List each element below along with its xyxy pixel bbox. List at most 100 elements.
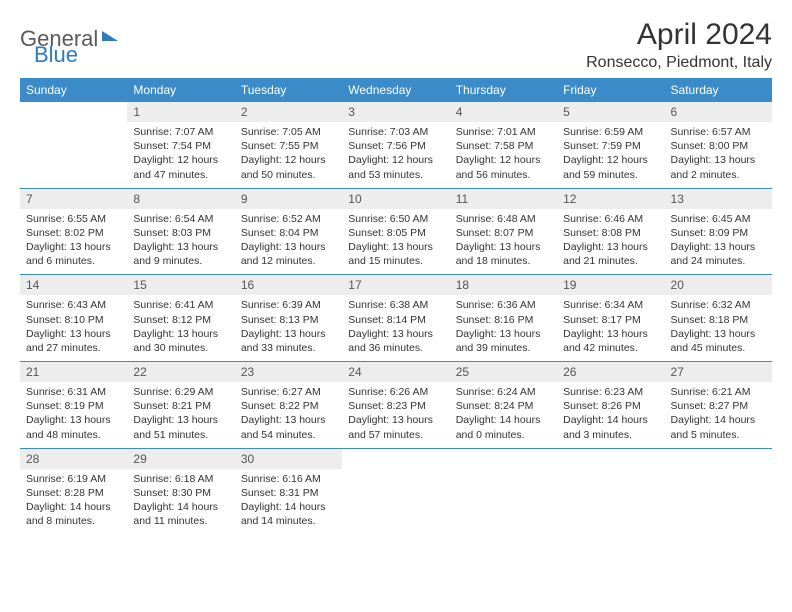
day-number (342, 449, 449, 455)
calendar-week-row: 1Sunrise: 7:07 AMSunset: 7:54 PMDaylight… (20, 102, 772, 188)
daylight-text: Daylight: 14 hours and 0 minutes. (456, 413, 551, 441)
daylight-text: Daylight: 13 hours and 21 minutes. (563, 240, 658, 268)
day-number: 21 (20, 362, 127, 382)
sunrise-text: Sunrise: 6:31 AM (26, 385, 121, 399)
daylight-text: Daylight: 13 hours and 30 minutes. (133, 327, 228, 355)
sunset-text: Sunset: 8:10 PM (26, 313, 121, 327)
calendar-cell: 5Sunrise: 6:59 AMSunset: 7:59 PMDaylight… (557, 102, 664, 188)
calendar-cell: 28Sunrise: 6:19 AMSunset: 8:28 PMDayligh… (20, 448, 127, 534)
day-details: Sunrise: 6:55 AMSunset: 8:02 PMDaylight:… (20, 209, 127, 275)
daylight-text: Daylight: 13 hours and 9 minutes. (133, 240, 228, 268)
daylight-text: Daylight: 14 hours and 8 minutes. (26, 500, 121, 528)
weekday-header: Monday (127, 78, 234, 102)
day-details: Sunrise: 6:59 AMSunset: 7:59 PMDaylight:… (557, 122, 664, 188)
calendar-cell: 2Sunrise: 7:05 AMSunset: 7:55 PMDaylight… (235, 102, 342, 188)
calendar-cell (20, 102, 127, 188)
day-number: 2 (235, 102, 342, 122)
calendar-cell: 10Sunrise: 6:50 AMSunset: 8:05 PMDayligh… (342, 188, 449, 275)
day-details: Sunrise: 7:03 AMSunset: 7:56 PMDaylight:… (342, 122, 449, 188)
sunset-text: Sunset: 7:58 PM (456, 139, 551, 153)
calendar-cell: 21Sunrise: 6:31 AMSunset: 8:19 PMDayligh… (20, 362, 127, 449)
day-number: 26 (557, 362, 664, 382)
sunrise-text: Sunrise: 6:18 AM (133, 472, 228, 486)
daylight-text: Daylight: 13 hours and 48 minutes. (26, 413, 121, 441)
sunrise-text: Sunrise: 6:36 AM (456, 298, 551, 312)
calendar-cell: 30Sunrise: 6:16 AMSunset: 8:31 PMDayligh… (235, 448, 342, 534)
sunset-text: Sunset: 8:22 PM (241, 399, 336, 413)
calendar-cell: 4Sunrise: 7:01 AMSunset: 7:58 PMDaylight… (450, 102, 557, 188)
daylight-text: Daylight: 12 hours and 50 minutes. (241, 153, 336, 181)
calendar-body: 1Sunrise: 7:07 AMSunset: 7:54 PMDaylight… (20, 102, 772, 534)
calendar-cell: 12Sunrise: 6:46 AMSunset: 8:08 PMDayligh… (557, 188, 664, 275)
calendar-cell: 23Sunrise: 6:27 AMSunset: 8:22 PMDayligh… (235, 362, 342, 449)
day-number: 30 (235, 449, 342, 469)
calendar-cell: 19Sunrise: 6:34 AMSunset: 8:17 PMDayligh… (557, 275, 664, 362)
sunset-text: Sunset: 8:08 PM (563, 226, 658, 240)
sunrise-text: Sunrise: 6:34 AM (563, 298, 658, 312)
daylight-text: Daylight: 13 hours and 51 minutes. (133, 413, 228, 441)
daylight-text: Daylight: 14 hours and 3 minutes. (563, 413, 658, 441)
sunrise-text: Sunrise: 7:05 AM (241, 125, 336, 139)
calendar-cell: 3Sunrise: 7:03 AMSunset: 7:56 PMDaylight… (342, 102, 449, 188)
calendar-table: SundayMondayTuesdayWednesdayThursdayFrid… (20, 78, 772, 534)
calendar-week-row: 28Sunrise: 6:19 AMSunset: 8:28 PMDayligh… (20, 448, 772, 534)
sunset-text: Sunset: 7:54 PM (133, 139, 228, 153)
sunset-text: Sunset: 8:18 PM (671, 313, 766, 327)
calendar-week-row: 21Sunrise: 6:31 AMSunset: 8:19 PMDayligh… (20, 362, 772, 449)
day-details: Sunrise: 6:23 AMSunset: 8:26 PMDaylight:… (557, 382, 664, 448)
sunrise-text: Sunrise: 6:45 AM (671, 212, 766, 226)
day-number: 28 (20, 449, 127, 469)
title-block: April 2024 Ronsecco, Piedmont, Italy (586, 18, 772, 72)
calendar-cell: 8Sunrise: 6:54 AMSunset: 8:03 PMDaylight… (127, 188, 234, 275)
sunset-text: Sunset: 8:16 PM (456, 313, 551, 327)
daylight-text: Daylight: 13 hours and 57 minutes. (348, 413, 443, 441)
day-details: Sunrise: 6:32 AMSunset: 8:18 PMDaylight:… (665, 295, 772, 361)
day-number (450, 449, 557, 455)
day-number: 3 (342, 102, 449, 122)
sunset-text: Sunset: 8:09 PM (671, 226, 766, 240)
day-details: Sunrise: 6:41 AMSunset: 8:12 PMDaylight:… (127, 295, 234, 361)
calendar-cell: 24Sunrise: 6:26 AMSunset: 8:23 PMDayligh… (342, 362, 449, 449)
daylight-text: Daylight: 14 hours and 5 minutes. (671, 413, 766, 441)
month-title: April 2024 (586, 18, 772, 52)
day-details: Sunrise: 6:18 AMSunset: 8:30 PMDaylight:… (127, 469, 234, 535)
daylight-text: Daylight: 13 hours and 12 minutes. (241, 240, 336, 268)
day-number: 7 (20, 189, 127, 209)
sunset-text: Sunset: 8:30 PM (133, 486, 228, 500)
day-number: 11 (450, 189, 557, 209)
daylight-text: Daylight: 13 hours and 6 minutes. (26, 240, 121, 268)
day-details: Sunrise: 6:21 AMSunset: 8:27 PMDaylight:… (665, 382, 772, 448)
day-details: Sunrise: 6:27 AMSunset: 8:22 PMDaylight:… (235, 382, 342, 448)
daylight-text: Daylight: 13 hours and 54 minutes. (241, 413, 336, 441)
day-number: 29 (127, 449, 234, 469)
sunrise-text: Sunrise: 6:48 AM (456, 212, 551, 226)
weekday-header: Tuesday (235, 78, 342, 102)
calendar-week-row: 7Sunrise: 6:55 AMSunset: 8:02 PMDaylight… (20, 188, 772, 275)
sunrise-text: Sunrise: 6:19 AM (26, 472, 121, 486)
sunrise-text: Sunrise: 6:38 AM (348, 298, 443, 312)
daylight-text: Daylight: 13 hours and 39 minutes. (456, 327, 551, 355)
sunset-text: Sunset: 7:59 PM (563, 139, 658, 153)
sunrise-text: Sunrise: 6:57 AM (671, 125, 766, 139)
day-number: 15 (127, 275, 234, 295)
calendar-cell: 16Sunrise: 6:39 AMSunset: 8:13 PMDayligh… (235, 275, 342, 362)
weekday-header-row: SundayMondayTuesdayWednesdayThursdayFrid… (20, 78, 772, 102)
daylight-text: Daylight: 13 hours and 24 minutes. (671, 240, 766, 268)
calendar-cell: 17Sunrise: 6:38 AMSunset: 8:14 PMDayligh… (342, 275, 449, 362)
day-number (665, 449, 772, 455)
sunset-text: Sunset: 8:14 PM (348, 313, 443, 327)
calendar-cell: 15Sunrise: 6:41 AMSunset: 8:12 PMDayligh… (127, 275, 234, 362)
day-details: Sunrise: 6:52 AMSunset: 8:04 PMDaylight:… (235, 209, 342, 275)
day-details: Sunrise: 6:43 AMSunset: 8:10 PMDaylight:… (20, 295, 127, 361)
sunrise-text: Sunrise: 6:54 AM (133, 212, 228, 226)
day-number: 18 (450, 275, 557, 295)
sunrise-text: Sunrise: 6:43 AM (26, 298, 121, 312)
sunrise-text: Sunrise: 6:23 AM (563, 385, 658, 399)
day-number: 27 (665, 362, 772, 382)
sunset-text: Sunset: 8:05 PM (348, 226, 443, 240)
day-details: Sunrise: 6:38 AMSunset: 8:14 PMDaylight:… (342, 295, 449, 361)
sunset-text: Sunset: 8:21 PM (133, 399, 228, 413)
calendar-cell (450, 448, 557, 534)
day-details: Sunrise: 6:19 AMSunset: 8:28 PMDaylight:… (20, 469, 127, 535)
daylight-text: Daylight: 14 hours and 14 minutes. (241, 500, 336, 528)
